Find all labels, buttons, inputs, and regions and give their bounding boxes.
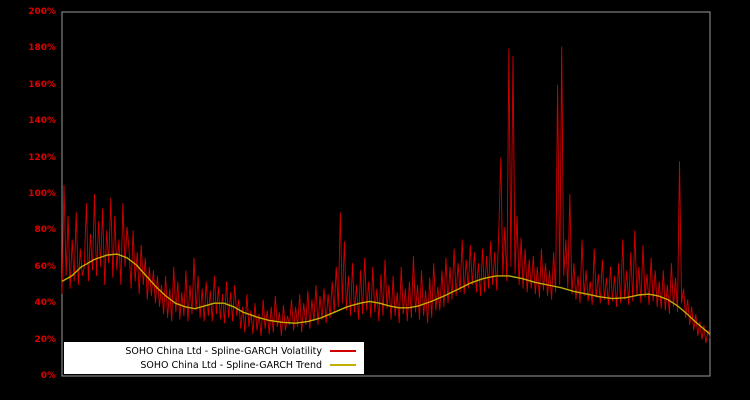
y-axis-tick-label: 0% xyxy=(40,371,56,381)
plot-border xyxy=(61,11,711,377)
y-axis-tick-label: 140% xyxy=(28,116,56,127)
y-axis-tick-label: 160% xyxy=(28,79,56,90)
y-axis-tick-label: 180% xyxy=(28,43,56,54)
y-axis-tick-label: 200% xyxy=(28,7,56,17)
legend: SOHO China Ltd - Spline-GARCH Volatility… xyxy=(64,342,364,374)
y-axis-tick-label: 60% xyxy=(34,261,56,272)
trend-series-line xyxy=(61,253,711,335)
y-axis-tick-label: 40% xyxy=(34,298,56,309)
legend-row-trend: SOHO China Ltd - Spline-GARCH Trend xyxy=(72,358,356,372)
legend-row-volatility: SOHO China Ltd - Spline-GARCH Volatility xyxy=(72,344,356,358)
legend-label-volatility: SOHO China Ltd - Spline-GARCH Volatility xyxy=(125,345,322,357)
legend-label-trend: SOHO China Ltd - Spline-GARCH Trend xyxy=(140,359,322,371)
y-axis-tick-label: 120% xyxy=(28,152,56,163)
legend-trend-line-sample xyxy=(330,364,356,366)
y-axis-labels: 0% 20% 40% 60% 80% 100% 120% 140% 160% 180% 200% xyxy=(0,0,56,400)
legend-volatility-line-sample xyxy=(330,350,356,352)
y-axis-tick-label: 20% xyxy=(34,334,56,345)
y-axis-tick-label: 100% xyxy=(28,189,56,199)
y-axis-tick-label: 80% xyxy=(34,225,56,236)
volatility-series-line xyxy=(61,46,711,344)
